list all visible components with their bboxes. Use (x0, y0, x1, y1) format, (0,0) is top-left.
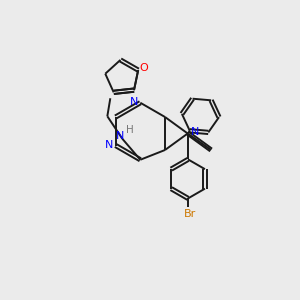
Text: N: N (105, 140, 113, 150)
Text: N: N (190, 127, 199, 137)
Text: N: N (130, 97, 138, 107)
Text: Br: Br (183, 209, 196, 219)
Text: N: N (116, 131, 124, 141)
Text: H: H (126, 125, 134, 135)
Text: O: O (139, 63, 148, 73)
